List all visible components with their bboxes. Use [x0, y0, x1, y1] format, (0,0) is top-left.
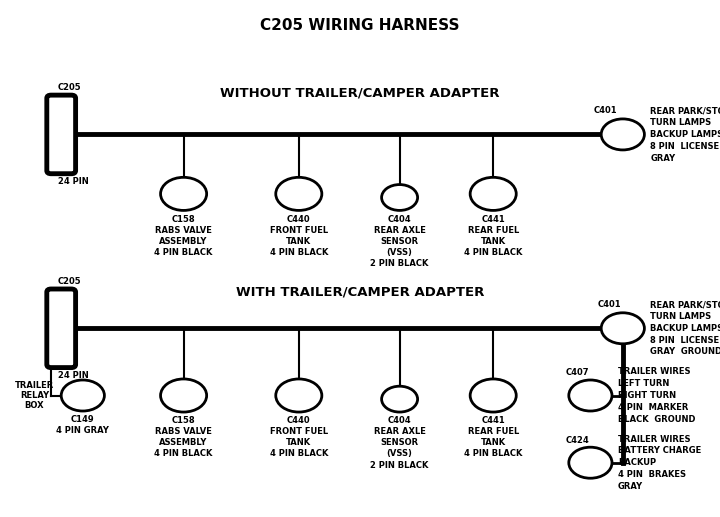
Text: 24 PIN: 24 PIN	[58, 371, 89, 379]
Circle shape	[276, 379, 322, 412]
Text: REAR PARK/STOP
TURN LAMPS
BACKUP LAMPS
8 PIN  LICENSE LAMPS
GRAY  GROUND: REAR PARK/STOP TURN LAMPS BACKUP LAMPS 8…	[650, 300, 720, 356]
Circle shape	[470, 379, 516, 412]
Text: C407: C407	[565, 369, 589, 377]
Circle shape	[61, 380, 104, 411]
Text: C149
4 PIN GRAY: C149 4 PIN GRAY	[56, 415, 109, 435]
Text: TRAILER
RELAY
BOX: TRAILER RELAY BOX	[14, 381, 54, 410]
Text: C401: C401	[598, 300, 621, 309]
Circle shape	[161, 379, 207, 412]
Text: REAR PARK/STOP
TURN LAMPS
BACKUP LAMPS
8 PIN  LICENSE LAMPS
GRAY: REAR PARK/STOP TURN LAMPS BACKUP LAMPS 8…	[650, 107, 720, 162]
Circle shape	[601, 313, 644, 344]
Text: C158
RABS VALVE
ASSEMBLY
4 PIN BLACK: C158 RABS VALVE ASSEMBLY 4 PIN BLACK	[154, 416, 213, 459]
Circle shape	[601, 119, 644, 150]
Circle shape	[382, 185, 418, 210]
Text: C158
RABS VALVE
ASSEMBLY
4 PIN BLACK: C158 RABS VALVE ASSEMBLY 4 PIN BLACK	[154, 215, 213, 257]
Text: C440
FRONT FUEL
TANK
4 PIN BLACK: C440 FRONT FUEL TANK 4 PIN BLACK	[269, 215, 328, 257]
Text: 24 PIN: 24 PIN	[58, 177, 89, 186]
FancyBboxPatch shape	[47, 289, 76, 368]
Text: C424: C424	[565, 436, 589, 445]
Text: C441
REAR FUEL
TANK
4 PIN BLACK: C441 REAR FUEL TANK 4 PIN BLACK	[464, 215, 523, 257]
Text: C404
REAR AXLE
SENSOR
(VSS)
2 PIN BLACK: C404 REAR AXLE SENSOR (VSS) 2 PIN BLACK	[370, 215, 429, 268]
Circle shape	[569, 380, 612, 411]
Circle shape	[569, 447, 612, 478]
Text: C205 WIRING HARNESS: C205 WIRING HARNESS	[260, 18, 460, 33]
Text: TRAILER WIRES
BATTERY CHARGE
BACKUP
4 PIN  BRAKES
GRAY: TRAILER WIRES BATTERY CHARGE BACKUP 4 PI…	[618, 435, 701, 491]
Text: C205: C205	[58, 277, 81, 286]
Text: C404
REAR AXLE
SENSOR
(VSS)
2 PIN BLACK: C404 REAR AXLE SENSOR (VSS) 2 PIN BLACK	[370, 416, 429, 469]
FancyBboxPatch shape	[47, 95, 76, 174]
Text: TRAILER WIRES
LEFT TURN
RIGHT TURN
4 PIN  MARKER
BLACK  GROUND: TRAILER WIRES LEFT TURN RIGHT TURN 4 PIN…	[618, 368, 696, 423]
Circle shape	[470, 177, 516, 210]
Text: C441
REAR FUEL
TANK
4 PIN BLACK: C441 REAR FUEL TANK 4 PIN BLACK	[464, 416, 523, 459]
Text: WITHOUT TRAILER/CAMPER ADAPTER: WITHOUT TRAILER/CAMPER ADAPTER	[220, 86, 500, 100]
Circle shape	[276, 177, 322, 210]
Text: C205: C205	[58, 83, 81, 92]
Text: C440
FRONT FUEL
TANK
4 PIN BLACK: C440 FRONT FUEL TANK 4 PIN BLACK	[269, 416, 328, 459]
Text: C401: C401	[594, 106, 618, 115]
Text: WITH TRAILER/CAMPER ADAPTER: WITH TRAILER/CAMPER ADAPTER	[236, 285, 484, 299]
Circle shape	[382, 386, 418, 412]
Circle shape	[161, 177, 207, 210]
